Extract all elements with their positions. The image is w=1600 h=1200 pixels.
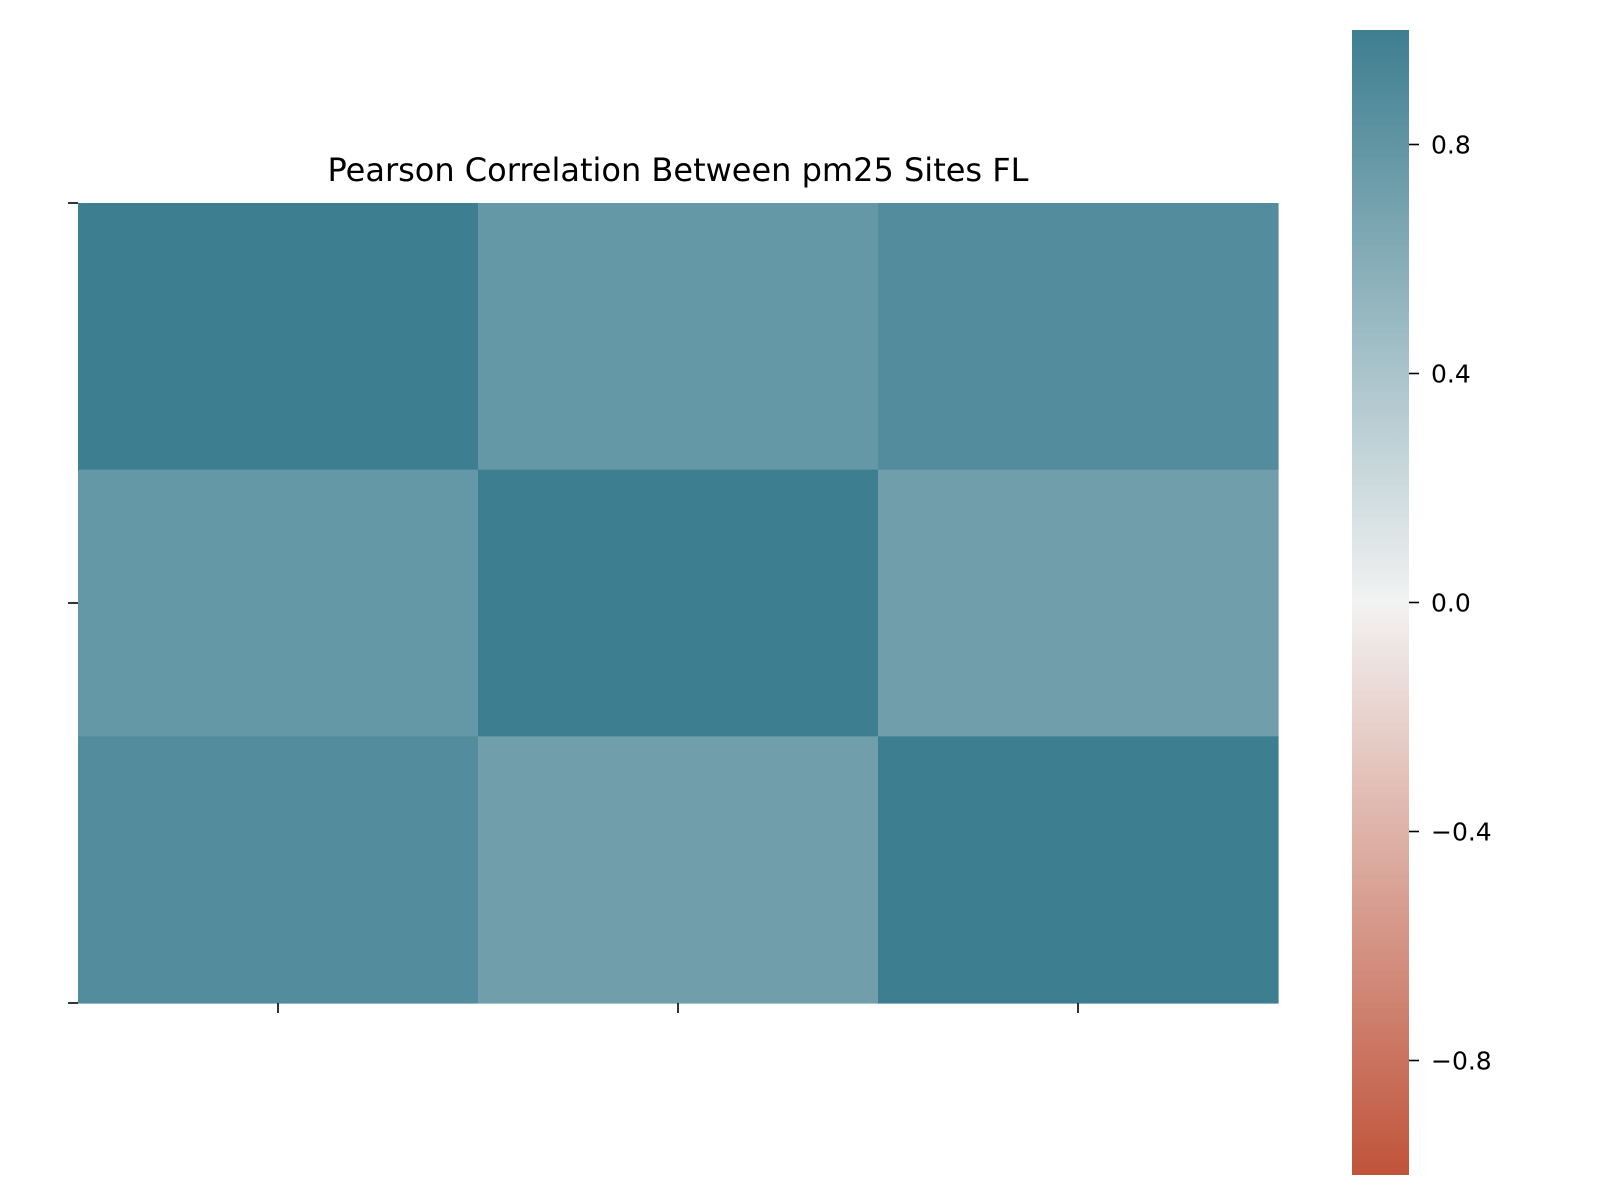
heatmap-cell-r0-c1 (478, 203, 879, 471)
colorbar-tick-label-4: −0.8 (1431, 1047, 1492, 1076)
colorbar-tick-label-0: 0.8 (1431, 131, 1471, 160)
colorbar (1352, 30, 1409, 1175)
heatmap-cell-r0-c2 (878, 203, 1279, 471)
heatmap-cells (78, 203, 1279, 1004)
colorbar-tick-label-1: 0.4 (1431, 360, 1471, 389)
colorbar-ticks: 0.8 0.4 0.0 −0.4 −0.8 (1409, 131, 1492, 1076)
heatmap-cell-r2-c1 (478, 736, 879, 1004)
heatmap-cell-r0-c0 (78, 203, 479, 471)
heatmap-cell-r2-c0 (78, 736, 479, 1004)
chart-title: Pearson Correlation Between pm25 Sites F… (327, 151, 1028, 189)
heatmap-cell-r1-c2 (878, 469, 1279, 737)
heatmap-cell-r1-c0 (78, 469, 479, 737)
heatmap-axes (68, 202, 1079, 1013)
heatmap-cell-r2-c2 (878, 736, 1279, 1004)
colorbar-tick-label-2: 0.0 (1431, 589, 1471, 618)
colorbar-tick-label-3: −0.4 (1431, 818, 1492, 847)
heatmap-cell-r1-c1 (478, 469, 879, 737)
